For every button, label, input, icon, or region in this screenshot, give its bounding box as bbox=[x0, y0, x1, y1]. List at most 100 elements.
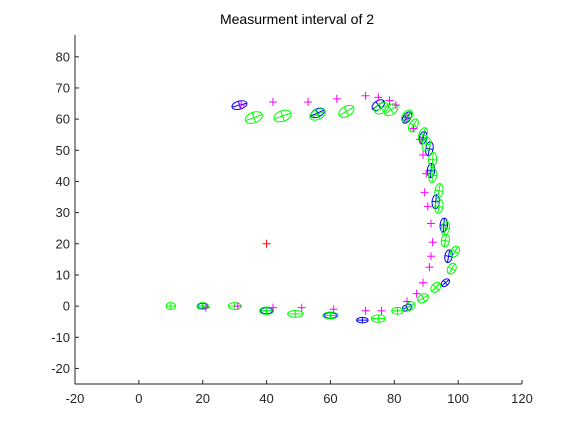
x-tick-label: 0 bbox=[135, 391, 142, 406]
estimate-ellipse bbox=[370, 314, 386, 323]
measurement-marker bbox=[425, 263, 434, 272]
true-state-ellipse-minor-axis bbox=[425, 147, 434, 150]
x-tick-label: 40 bbox=[259, 391, 273, 406]
estimate-ellipse bbox=[446, 262, 457, 275]
estimate-ellipse bbox=[287, 309, 304, 318]
measurement-marker bbox=[268, 97, 277, 106]
estimate-ellipse bbox=[391, 306, 404, 315]
true-state-ellipse-outline bbox=[426, 163, 436, 179]
estimate-ellipse-minor-axis bbox=[447, 266, 456, 272]
true-state-ellipse-outline bbox=[439, 217, 449, 233]
estimate-ellipse bbox=[259, 306, 275, 316]
estimate-ellipse-outline bbox=[259, 306, 275, 316]
measurement-marker bbox=[268, 303, 277, 312]
estimate-ellipse-outline bbox=[428, 151, 438, 168]
true-state-ellipse-minor-axis bbox=[427, 169, 435, 172]
estimate-ellipse bbox=[309, 108, 326, 121]
measurement-marker bbox=[403, 297, 412, 306]
measurement-marker bbox=[332, 94, 341, 103]
measurement-markers bbox=[201, 91, 437, 315]
estimate-ellipse-minor-axis bbox=[419, 132, 427, 137]
estimate-ellipse bbox=[434, 198, 444, 214]
estimate-ellipse bbox=[196, 302, 209, 311]
measurement-marker bbox=[415, 135, 424, 144]
y-tick-label: 40 bbox=[56, 174, 70, 189]
estimate-ellipse bbox=[421, 136, 431, 152]
measurement-marker bbox=[377, 306, 386, 315]
y-tick-label: -10 bbox=[51, 330, 70, 345]
y-tick-label: 10 bbox=[56, 267, 70, 282]
x-tick-label: -20 bbox=[66, 391, 85, 406]
y-tick-label: 70 bbox=[56, 80, 70, 95]
estimate-ellipse-outline bbox=[370, 314, 386, 323]
true-state-ellipse-minor-axis bbox=[432, 200, 440, 203]
true-state-ellipse bbox=[356, 316, 369, 324]
estimate-ellipse-minor-axis bbox=[251, 112, 257, 123]
estimate-ellipse-minor-axis bbox=[420, 294, 426, 303]
measurement-marker bbox=[391, 101, 400, 110]
estimate-ellipse-minor-axis bbox=[441, 227, 450, 230]
y-tick-label: 80 bbox=[56, 49, 70, 64]
axes: -20 0 20 40 60 80 100 120 -20 -10 0 10 20 30 40 50 60 70 8… bbox=[51, 35, 533, 406]
estimate-ellipse bbox=[440, 233, 451, 248]
estimate-ellipse bbox=[322, 311, 339, 320]
measurement-marker bbox=[361, 306, 370, 315]
estimate-ellipse-minor-axis bbox=[387, 105, 395, 115]
y-tick-label: 20 bbox=[56, 236, 70, 251]
estimate-ellipse-minor-axis bbox=[434, 189, 444, 192]
estimate-ellipse-minor-axis bbox=[428, 174, 437, 177]
estimate-ellipse-minor-axis bbox=[422, 142, 431, 146]
measurement-marker bbox=[427, 252, 436, 261]
estimate-ellipse bbox=[373, 101, 390, 115]
estimate-ellipse-minor-axis bbox=[434, 205, 444, 208]
estimate-ellipse bbox=[404, 301, 416, 311]
true-state-ellipse-minor-axis bbox=[442, 280, 448, 286]
measurement-marker bbox=[374, 93, 383, 102]
estimate-ellipse bbox=[417, 293, 429, 304]
true-state-ellipse-minor-axis bbox=[375, 101, 382, 109]
true-state-ellipse-minor-axis bbox=[444, 255, 453, 258]
measurement-marker bbox=[329, 305, 338, 314]
true-state-ellipse bbox=[440, 278, 451, 288]
estimate-ellipse-outline bbox=[373, 101, 390, 115]
measurement-marker bbox=[403, 113, 412, 122]
estimate-ellipse-minor-axis bbox=[280, 110, 285, 122]
start-marker bbox=[262, 239, 271, 248]
y-tick-label: 60 bbox=[56, 112, 70, 127]
measurement-marker bbox=[422, 169, 431, 178]
measurement-marker bbox=[361, 91, 370, 100]
x-tick-label: 20 bbox=[195, 391, 209, 406]
measurement-marker bbox=[423, 202, 432, 211]
true-state-ellipse-minor-axis bbox=[315, 109, 320, 117]
measurement-marker bbox=[304, 97, 313, 106]
estimate-ellipse bbox=[434, 183, 444, 199]
estimate-ellipse-minor-axis bbox=[451, 249, 459, 255]
estimate-ellipse bbox=[428, 167, 438, 184]
estimate-ellipse-minor-axis bbox=[343, 106, 350, 116]
x-tick-label: 120 bbox=[511, 391, 533, 406]
estimate-ellipse bbox=[449, 245, 460, 258]
x-tick-label: 60 bbox=[323, 391, 337, 406]
y-tick-label: 30 bbox=[56, 205, 70, 220]
measurement-marker bbox=[297, 303, 306, 312]
measurement-marker bbox=[233, 302, 242, 311]
estimate-ellipse bbox=[428, 151, 438, 168]
estimate-ellipse bbox=[440, 220, 451, 236]
true-state-ellipses bbox=[197, 99, 453, 324]
chart-title: Measurment interval of 2 bbox=[220, 11, 374, 27]
start-markers bbox=[262, 239, 271, 248]
estimate-ellipse bbox=[244, 111, 263, 124]
y-tick-label: 50 bbox=[56, 143, 70, 158]
estimate-ellipse-outline bbox=[404, 301, 416, 311]
measurement-marker bbox=[237, 101, 246, 110]
measurement-marker bbox=[412, 289, 421, 298]
estimate-ellipse-minor-axis bbox=[428, 158, 437, 161]
estimate-ellipse bbox=[430, 281, 442, 293]
estimate-ellipse bbox=[338, 104, 355, 118]
estimate-ellipse-outline bbox=[309, 108, 326, 121]
estimate-ellipse bbox=[273, 109, 292, 123]
x-tick-label: 100 bbox=[447, 391, 469, 406]
measurement-marker bbox=[428, 238, 437, 247]
